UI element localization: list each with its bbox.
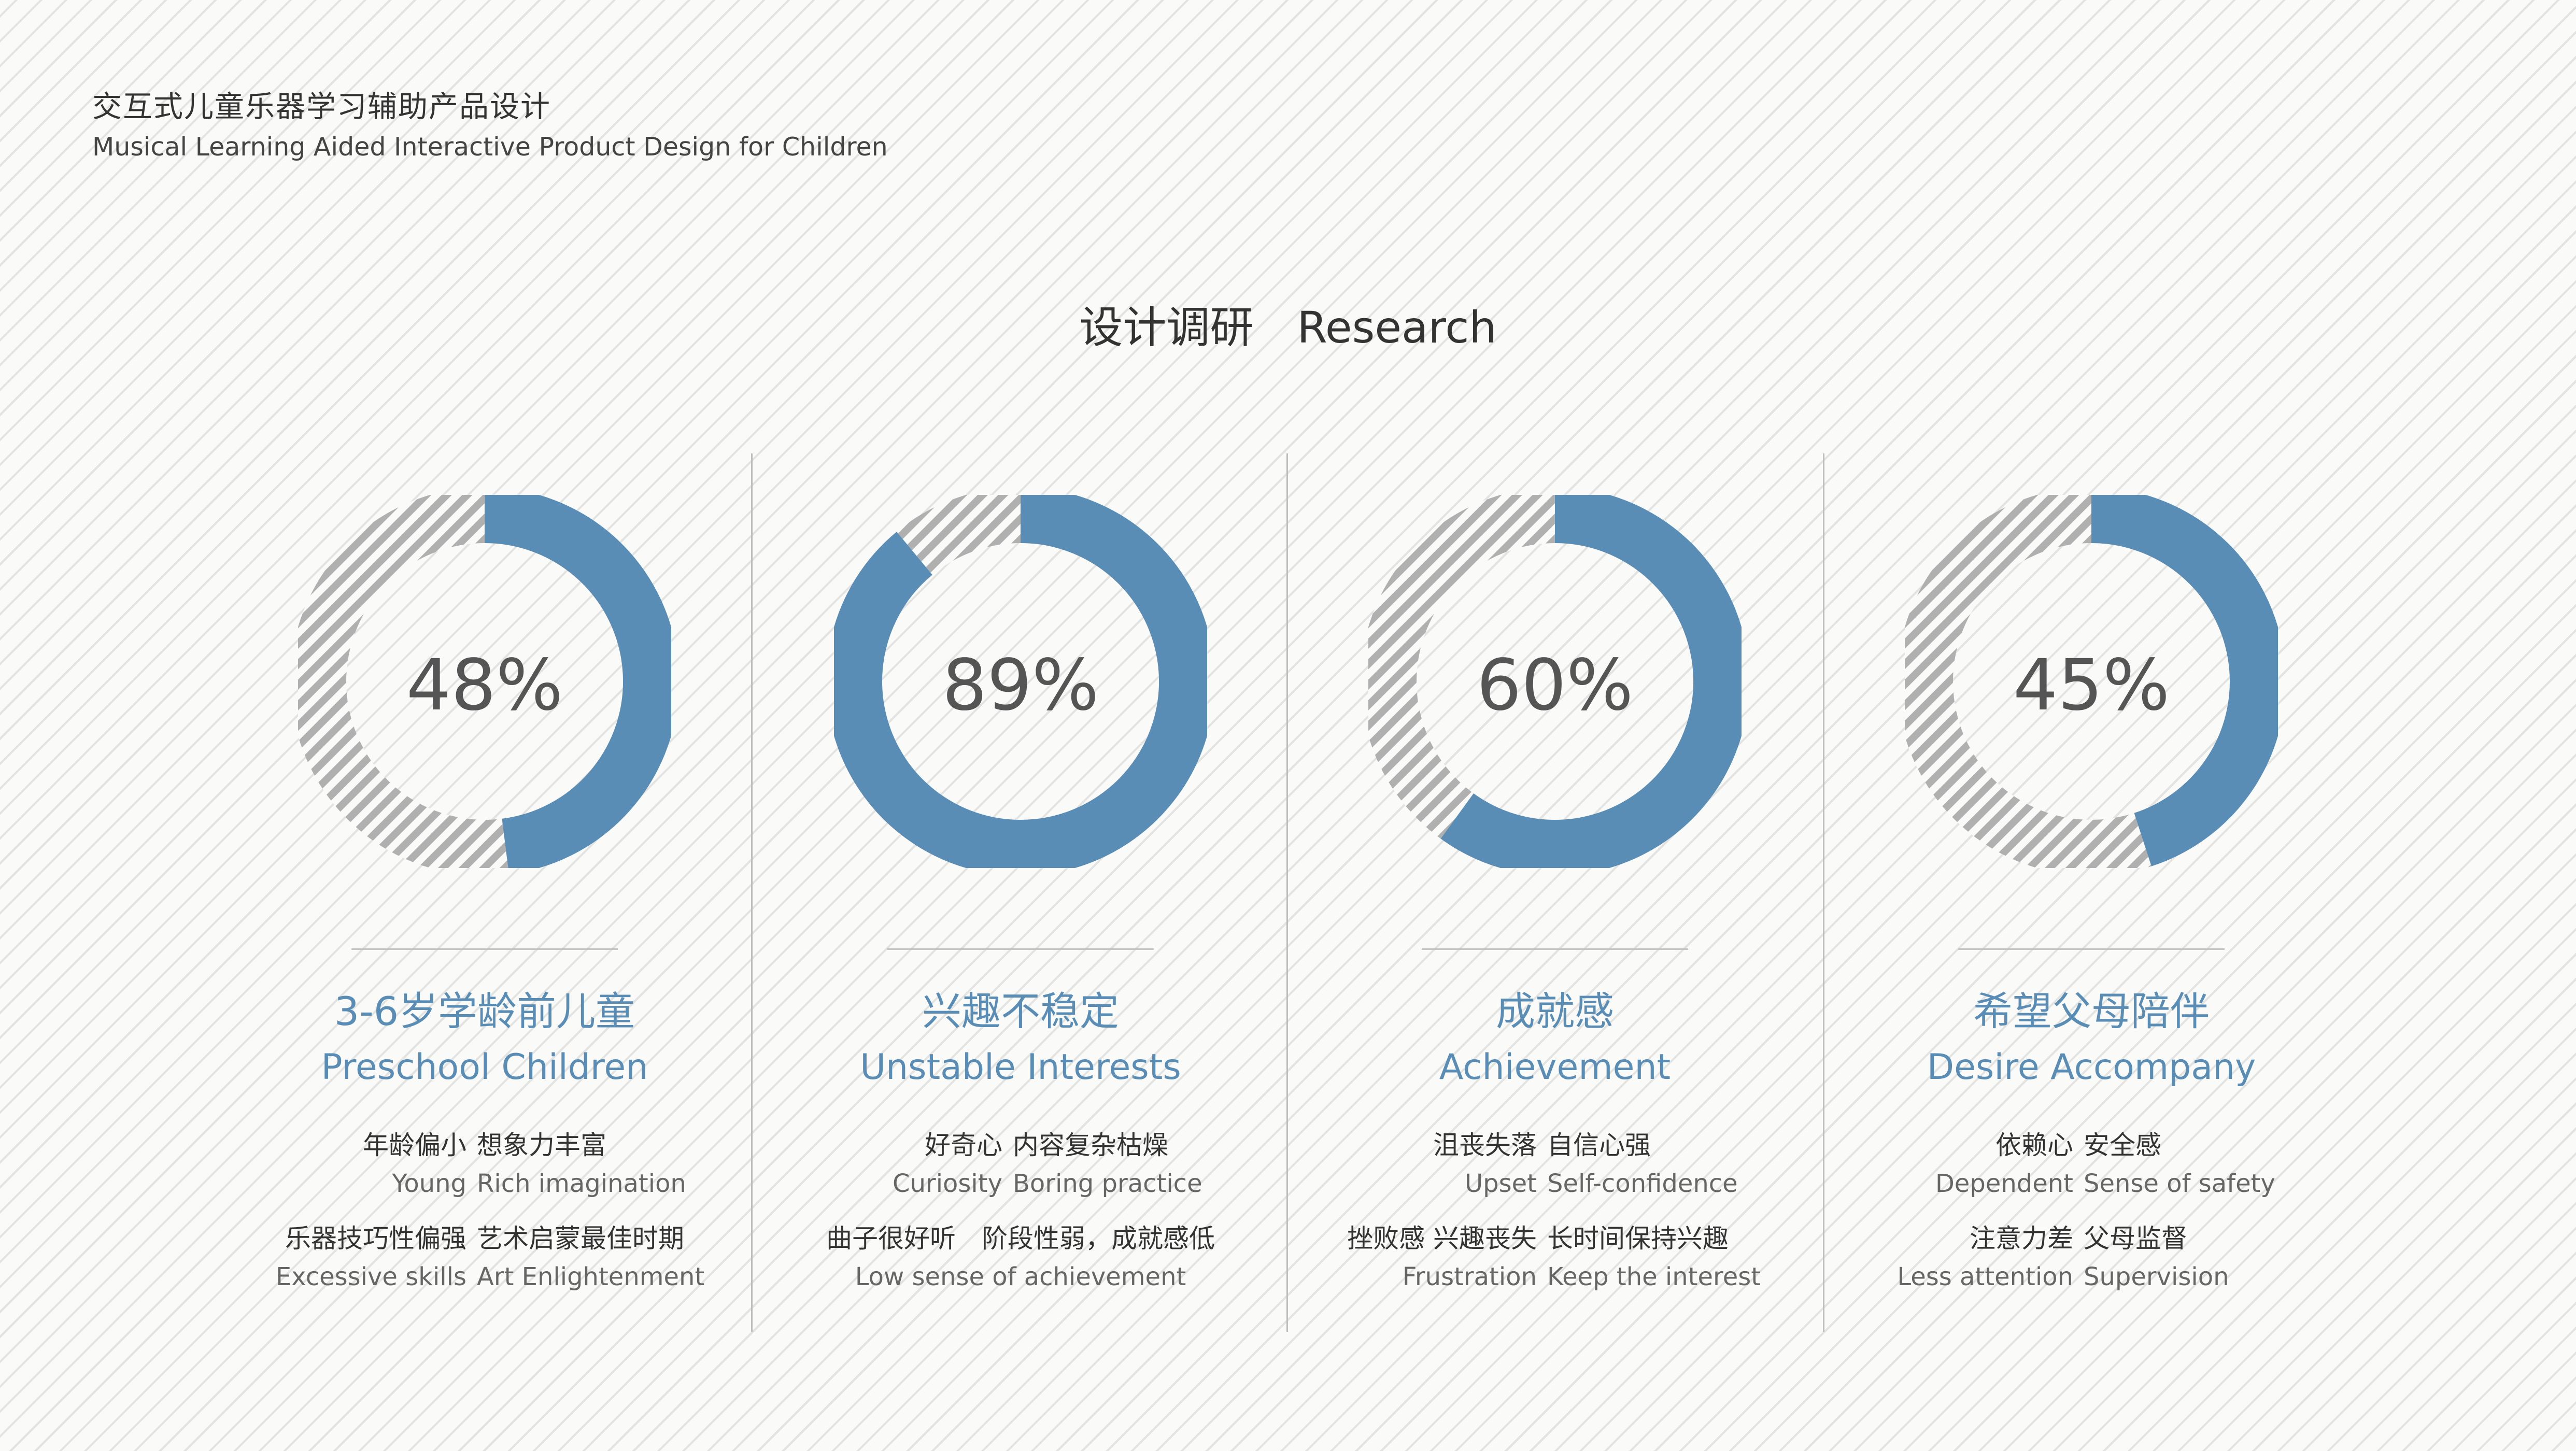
trait-item-right: 内容复杂枯燥 Boring practice [1013, 1125, 1202, 1198]
donut-value-slice [1440, 495, 1742, 868]
percentage-label: 48% [406, 645, 563, 727]
trait-item-left: 好奇心 Curiosity [893, 1125, 1002, 1198]
category-title-zh: 兴趣不稳定 [922, 988, 1119, 1034]
trait-label-zh: 内容复杂枯燥 [1013, 1130, 1168, 1160]
trait-label-zh: 沮丧失落 [1433, 1130, 1537, 1160]
trait-item-left: 沮丧失落 Upset [1433, 1125, 1537, 1198]
donut-chart [834, 495, 1207, 868]
trait-item-right: 安全感 Sense of safety [2084, 1125, 2275, 1198]
donut-remainder-slice [896, 495, 1021, 575]
donut-chart [1905, 495, 2278, 868]
trait-label-en: Sense of safety [2084, 1169, 2275, 1198]
trait-label-zh: 好奇心 [925, 1130, 1002, 1160]
trait-item-left: 挫败感 兴趣丧失 Frustration [1347, 1218, 1537, 1291]
trait-label-zh: 安全感 [2084, 1130, 2161, 1160]
title-rule [1422, 948, 1688, 950]
trait-label-zh: 父母监督 [2084, 1224, 2187, 1254]
column-divider [751, 453, 753, 1332]
trait-label-en: Keep the interest [1547, 1262, 1761, 1291]
donut-remainder-slice [298, 495, 508, 868]
category-title-zh: 3-6岁学龄前儿童 [334, 988, 635, 1034]
trait-item-right: 想象力丰富 Rich imagination [477, 1125, 686, 1198]
trait-label-zh: 曲子很好听 阶段性弱，成就感低 [826, 1224, 1215, 1254]
trait-label-en: Dependent [1935, 1169, 2073, 1198]
donut-value-slice [484, 495, 671, 868]
category-title-en: Preschool Children [321, 1047, 648, 1088]
chart-column: 89% 兴趣不稳定 Unstable Interests 好奇心 Curiosity 内容… [754, 0, 1287, 1451]
trait-label-en: Rich imagination [477, 1169, 686, 1198]
column-divider [1823, 453, 1824, 1332]
project-title-en: Musical Learning Aided Interactive Produ… [92, 132, 888, 162]
trait-label-en: Upset [1465, 1169, 1537, 1198]
category-title-en: Desire Accompany [1927, 1047, 2256, 1088]
trait-label-en: Frustration [1402, 1262, 1537, 1291]
trait-item-right: 艺术启蒙最佳时期 Art Enlightenment [477, 1218, 704, 1291]
trait-item-left: 依赖心 Dependent [1935, 1125, 2073, 1198]
donut-chart [1368, 495, 1742, 868]
trait-label-en: Young [392, 1169, 466, 1198]
donut-remainder-slice [1368, 495, 1555, 839]
trait-label-zh: 想象力丰富 [477, 1130, 606, 1160]
donut-value-slice [834, 495, 1207, 868]
column-divider [1286, 453, 1288, 1332]
trait-label-en: Boring practice [1013, 1169, 1202, 1198]
category-title-en: Unstable Interests [860, 1047, 1181, 1088]
trait-label-zh: 年龄偏小 [363, 1130, 466, 1160]
trait-label-en: Art Enlightenment [477, 1262, 705, 1291]
trait-item-left: 乐器技巧性偏强 Excessive skills [276, 1218, 466, 1291]
title-rule [887, 948, 1154, 950]
category-title-zh: 希望父母陪伴 [1973, 988, 2210, 1034]
title-rule [351, 948, 618, 950]
percentage-label: 45% [2013, 645, 2170, 727]
trait-label-zh: 依赖心 [1995, 1130, 2073, 1160]
trait-label-zh: 挫败感 兴趣丧失 [1347, 1224, 1537, 1254]
trait-label-en: Low sense of achievement [855, 1262, 1186, 1291]
trait-label-en: Supervision [2084, 1262, 2229, 1291]
chart-column: 48% 3-6岁学龄前儿童 Preschool Children 年龄偏小 Young 想… [218, 0, 752, 1451]
trait-item: 曲子很好听 阶段性弱，成就感低 Low sense of achievement [754, 1218, 1287, 1291]
percentage-label: 89% [942, 645, 1099, 727]
donut-value-slice [2091, 495, 2278, 866]
category-title-zh: 成就感 [1496, 988, 1614, 1034]
title-rule [1958, 948, 2225, 950]
donut-chart [298, 495, 671, 868]
chart-column: 60% 成就感 Achievement 沮丧失落 Upset 自信心强 Self-confi… [1288, 0, 1822, 1451]
trait-label-zh: 自信心强 [1547, 1130, 1651, 1160]
trait-label-en: Self-confidence [1547, 1169, 1738, 1198]
trait-label-zh: 长时间保持兴趣 [1547, 1224, 1729, 1254]
trait-label-zh: 乐器技巧性偏强 [285, 1224, 466, 1254]
chart-column: 45% 希望父母陪伴 Desire Accompany 依赖心 Dependent 安全感… [1824, 0, 2358, 1451]
trait-item-right: 自信心强 Self-confidence [1547, 1125, 1738, 1198]
trait-item-right: 父母监督 Supervision [2084, 1218, 2229, 1291]
trait-label-en: Less attention [1897, 1262, 2073, 1291]
trait-label-zh: 注意力差 [1970, 1224, 2073, 1254]
trait-label-en: Curiosity [893, 1169, 1002, 1198]
trait-item-right: 长时间保持兴趣 Keep the interest [1547, 1218, 1761, 1291]
donut-remainder-slice [1905, 495, 2152, 868]
category-title-en: Achievement [1439, 1047, 1671, 1088]
section-title: 设计调研 Research [1079, 302, 1497, 353]
trait-item-left: 年龄偏小 Young [363, 1125, 466, 1198]
percentage-label: 60% [1476, 645, 1634, 727]
trait-label-zh: 艺术启蒙最佳时期 [477, 1224, 684, 1254]
trait-item-left: 注意力差 Less attention [1897, 1218, 2073, 1291]
trait-label-en: Excessive skills [275, 1262, 466, 1291]
project-title-zh: 交互式儿童乐器学习辅助产品设计 [92, 90, 551, 124]
